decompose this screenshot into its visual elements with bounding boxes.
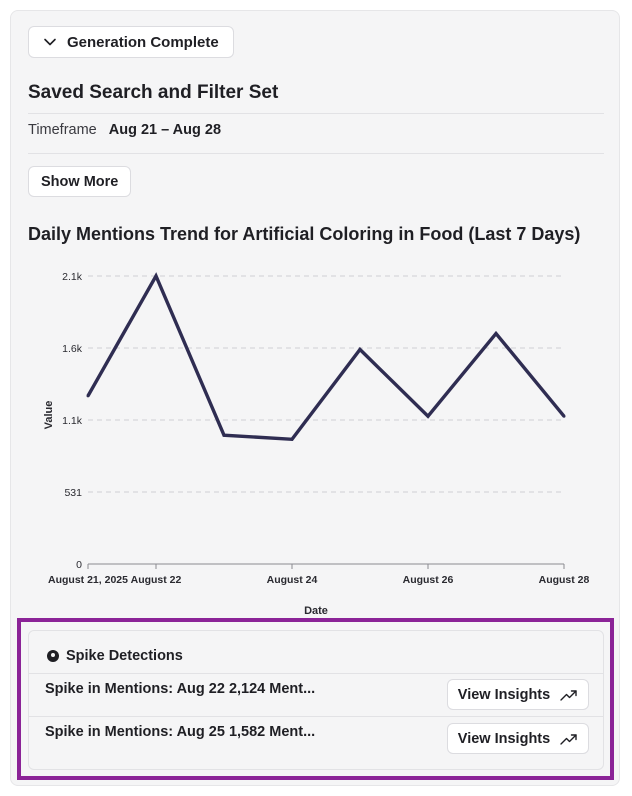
y-tick-label: 1.6k [62, 343, 83, 355]
data-point [358, 347, 362, 351]
divider [29, 716, 603, 717]
timeframe-label: Timeframe [28, 122, 97, 138]
divider [29, 673, 603, 674]
data-point [86, 394, 90, 398]
chart-title: Daily Mentions Trend for Artificial Colo… [28, 224, 581, 244]
generation-status-toggle[interactable]: Generation Complete [28, 26, 234, 58]
x-axis-ticks: August 21, 2025 August 22 August 24 August … [48, 564, 590, 586]
series-line [86, 272, 566, 442]
highlight-box [17, 618, 614, 780]
spike-detections-title: Spike Detections [66, 648, 183, 664]
y-tick-label: 0 [76, 559, 82, 571]
show-more-button[interactable]: Show More [28, 166, 132, 197]
divider [28, 153, 604, 154]
y-axis-ticks: 0 531 1.1k 1.6k 2.1k [62, 271, 83, 571]
spike-item-text: Spike in Mentions: Aug 22 2,124 Ment... [45, 681, 316, 697]
view-insights-button[interactable]: View Insights [447, 679, 589, 710]
data-point [222, 433, 226, 437]
chart-gridlines [88, 275, 564, 493]
view-insights-label: View Insights [457, 686, 551, 703]
chart-series [86, 272, 566, 442]
view-insights-button[interactable]: View Insights [447, 723, 589, 754]
y-tick-label: 531 [64, 487, 82, 499]
data-point [562, 414, 566, 418]
trending-up-icon [560, 689, 577, 701]
data-point [154, 274, 158, 278]
spike-detections-header: Spike Detections [46, 648, 183, 664]
location-pin-icon [47, 650, 59, 662]
view-insights-label: View Insights [457, 730, 551, 747]
x-tick-label: August 28 [539, 574, 590, 586]
x-axis-label: Date [304, 605, 328, 617]
data-point [426, 414, 430, 418]
data-point [494, 331, 498, 335]
saved-search-title: Saved Search and Filter Set [28, 82, 279, 103]
chevron-down-icon [44, 38, 56, 46]
x-tick-label: August 21, 2025 [48, 574, 128, 586]
trending-up-icon [560, 733, 577, 745]
divider [28, 113, 604, 114]
x-tick-label: August 22 [131, 574, 182, 586]
data-point [290, 437, 294, 441]
x-tick-label: August 24 [267, 574, 318, 586]
timeframe-row: Timeframe Aug 21 – Aug 28 [28, 122, 221, 138]
y-tick-label: 2.1k [62, 271, 83, 283]
generation-status-label: Generation Complete [67, 33, 219, 51]
spike-item-text: Spike in Mentions: Aug 25 1,582 Ment... [45, 724, 316, 740]
timeframe-value: Aug 21 – Aug 28 [108, 122, 222, 138]
y-axis-label: Value [43, 401, 55, 430]
x-tick-label: August 26 [403, 574, 454, 586]
y-tick-label: 1.1k [62, 415, 83, 427]
